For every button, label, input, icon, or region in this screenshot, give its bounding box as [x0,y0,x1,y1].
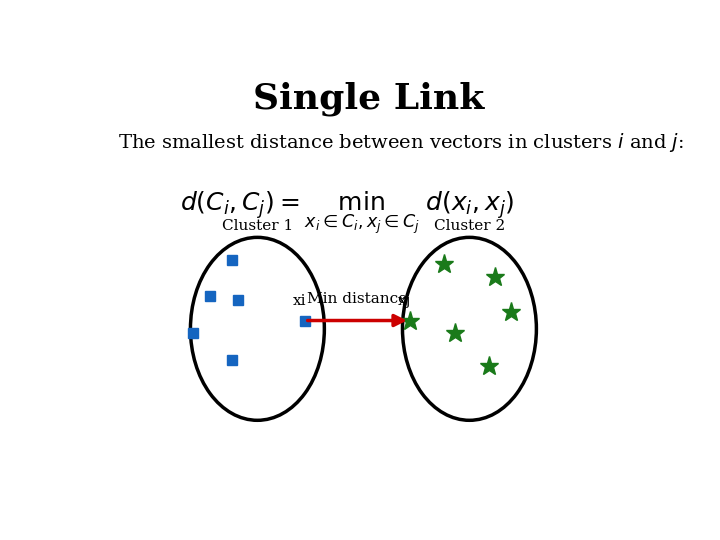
FancyArrowPatch shape [307,315,403,326]
Text: The smallest distance between vectors in clusters $i$ and $j$:: The smallest distance between vectors in… [118,131,684,154]
Text: Cluster 2: Cluster 2 [434,219,505,233]
Text: Cluster 1: Cluster 1 [222,219,293,233]
Text: Single Link: Single Link [253,82,485,116]
Text: $d(C_i, C_j) = \underset{x_i \in C_i, x_j \in C_j}{\min}\; d(x_i, x_j)$: $d(C_i, C_j) = \underset{x_i \in C_i, x_… [179,190,514,237]
Text: Min distance: Min distance [307,292,408,306]
Text: xj: xj [397,294,411,308]
Text: xi: xi [292,294,306,308]
